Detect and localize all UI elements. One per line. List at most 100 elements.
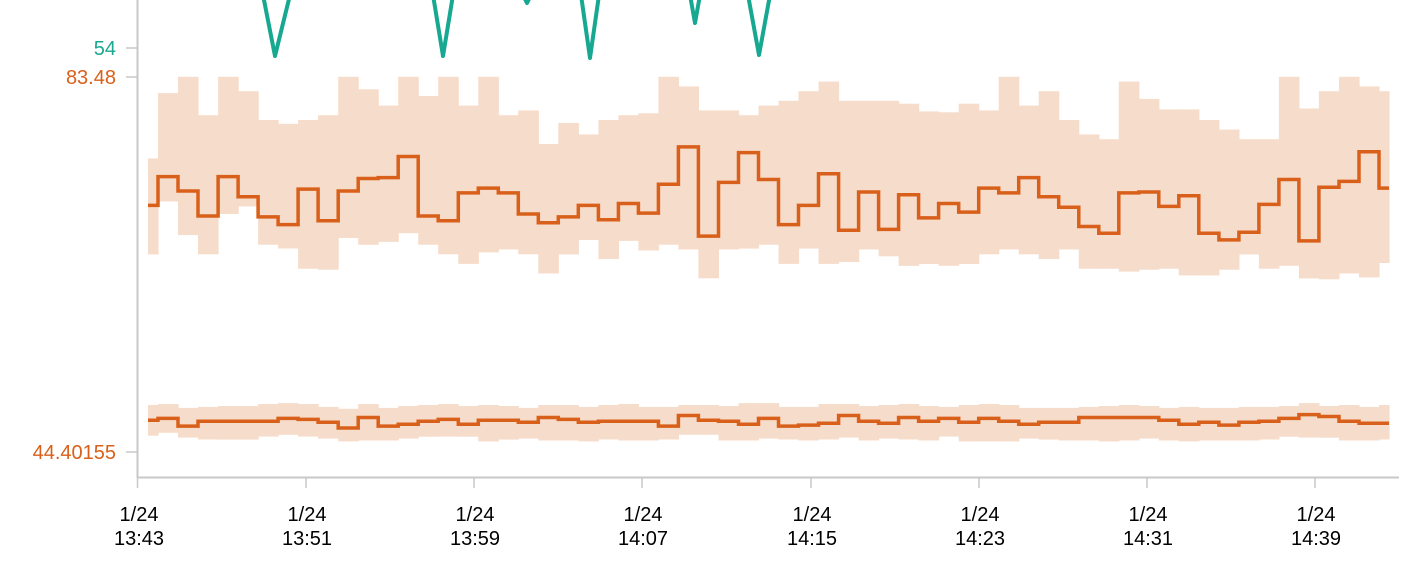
- band-0-segment-49: [1118, 81, 1140, 272]
- band-0-segment-45: [1038, 91, 1060, 260]
- x-tick-time: 13:59: [450, 528, 500, 550]
- x-tick-date: 1/24: [120, 504, 159, 526]
- x-tick-time: 14:15: [787, 528, 837, 550]
- band-1-segment-13: [398, 406, 419, 439]
- band-1-segment-20: [538, 405, 559, 441]
- band-0-segment-28: [698, 110, 719, 279]
- band-0-segment-10: [338, 76, 359, 238]
- band-0-segment-8: [298, 120, 319, 269]
- x-tick-date: 1/24: [288, 504, 327, 526]
- band-1-segment-30: [738, 403, 760, 441]
- x-tick-4: 1/24 14:15: [787, 478, 837, 550]
- band-0-segment-17: [478, 76, 499, 253]
- band-1-segment-2: [178, 407, 199, 438]
- band-0-segment-50: [1138, 98, 1160, 270]
- x-tick-date: 1/24: [793, 504, 832, 526]
- x-tick-5: 1/24 14:23: [955, 478, 1005, 550]
- x-tick-time: 14:31: [1123, 528, 1173, 550]
- band-0-segment-33: [798, 91, 820, 249]
- band-1-segment-50: [1138, 406, 1160, 439]
- band-0-segment-53: [1198, 120, 1220, 276]
- x-tick-time: 13:51: [282, 528, 332, 550]
- band-0-segment-24: [618, 115, 639, 241]
- band-0-segment-7: [278, 123, 299, 249]
- band-0-segment-57: [1278, 76, 1300, 266]
- orange-series-line-0: [148, 145, 1389, 243]
- band-0-segment-14: [418, 96, 439, 245]
- band-1-segment-35: [838, 404, 860, 438]
- band-1-segment-57: [1278, 406, 1300, 437]
- band-0-segment-15: [438, 76, 459, 255]
- band-0-segment-58: [1298, 108, 1320, 279]
- band-1-segment-11: [358, 404, 379, 441]
- band-0-segment-47: [1078, 134, 1100, 269]
- band-0-segment-32: [778, 100, 800, 264]
- band-1-segment-56: [1258, 406, 1280, 440]
- x-tick-date: 1/24: [456, 504, 495, 526]
- band-1-segment-53: [1198, 407, 1220, 441]
- band-1-segment-10: [338, 408, 359, 442]
- band-0-segment-40: [938, 112, 960, 266]
- band-0-segment-21: [558, 122, 579, 255]
- band-1-segment-47: [1078, 406, 1100, 441]
- band-0-segment-3: [198, 115, 219, 255]
- x-tick-time: 14:23: [955, 528, 1005, 550]
- band-0-segment-41: [958, 103, 980, 264]
- band-0-segment-23: [598, 120, 619, 260]
- x-tick-time: 14:39: [1291, 528, 1341, 550]
- x-tick-date: 1/24: [961, 504, 1000, 526]
- band-0-segment-44: [1018, 105, 1040, 255]
- band-1-segment-31: [758, 403, 780, 439]
- band-1-segment-16: [458, 406, 479, 437]
- band-1-segment-49: [1118, 405, 1140, 441]
- x-tick-date: 1/24: [624, 504, 663, 526]
- band-0-segment-4: [218, 76, 239, 214]
- band-0-segment-30: [738, 115, 760, 249]
- band-1-segment-36: [858, 406, 880, 441]
- band-0-segment-46: [1058, 120, 1080, 250]
- x-tick-0: 1/24 13:43: [114, 478, 164, 550]
- band-0-segment-37: [878, 100, 900, 257]
- band-1-segment-58: [1298, 403, 1320, 438]
- band-0-segment-16: [458, 105, 479, 264]
- band-0-segment-26: [658, 76, 679, 245]
- x-tick-1: 1/24 13:51: [282, 478, 332, 550]
- band-1-segment-46: [1058, 407, 1080, 441]
- orange-series-line-1: [148, 412, 1389, 430]
- x-tick-2: 1/24 13:59: [450, 478, 500, 550]
- x-tick-7: 1/24 14:39: [1291, 478, 1341, 550]
- band-0-segment-9: [318, 115, 339, 270]
- x-tick-3: 1/24 14:07: [618, 478, 668, 550]
- band-1-segment-42: [978, 404, 1000, 442]
- band-0-segment-22: [578, 134, 599, 240]
- band-0-segment-25: [638, 113, 659, 251]
- band-0-segment-11: [358, 89, 379, 245]
- band-1-segment-12: [378, 407, 399, 441]
- band-0-segment-27: [678, 86, 699, 250]
- band-1-segment-48: [1098, 406, 1120, 442]
- x-tick-6: 1/24 14:31: [1123, 478, 1173, 550]
- band-0-segment-29: [718, 110, 740, 250]
- band-0-segment-20: [538, 144, 559, 274]
- orange-series: [148, 145, 1389, 430]
- band-1-segment-27: [678, 405, 699, 435]
- band-0-segment-52: [1178, 109, 1200, 276]
- band-0-segment-62: [1379, 91, 1390, 263]
- x-tick-time: 14:07: [618, 528, 668, 550]
- band-1-segment-3: [198, 406, 219, 440]
- band-1-segment-29: [718, 406, 740, 441]
- band-0-segment-60: [1339, 76, 1360, 274]
- band-0-segment-6: [258, 120, 279, 245]
- x-tick-date: 1/24: [1129, 504, 1168, 526]
- band-1-segment-59: [1318, 406, 1340, 438]
- band-1-segment-32: [778, 406, 800, 440]
- x-tick-time: 13:43: [114, 528, 164, 550]
- band-0-segment-38: [898, 103, 920, 266]
- band-0-segment-31: [758, 105, 780, 245]
- band-0-segment-2: [178, 76, 199, 236]
- band-0-segment-48: [1098, 139, 1120, 269]
- y-label-teal-top: 54: [94, 38, 116, 60]
- band-1-segment-18: [498, 406, 519, 440]
- band-1-segment-43: [998, 405, 1020, 442]
- band-1-segment-17: [478, 405, 499, 442]
